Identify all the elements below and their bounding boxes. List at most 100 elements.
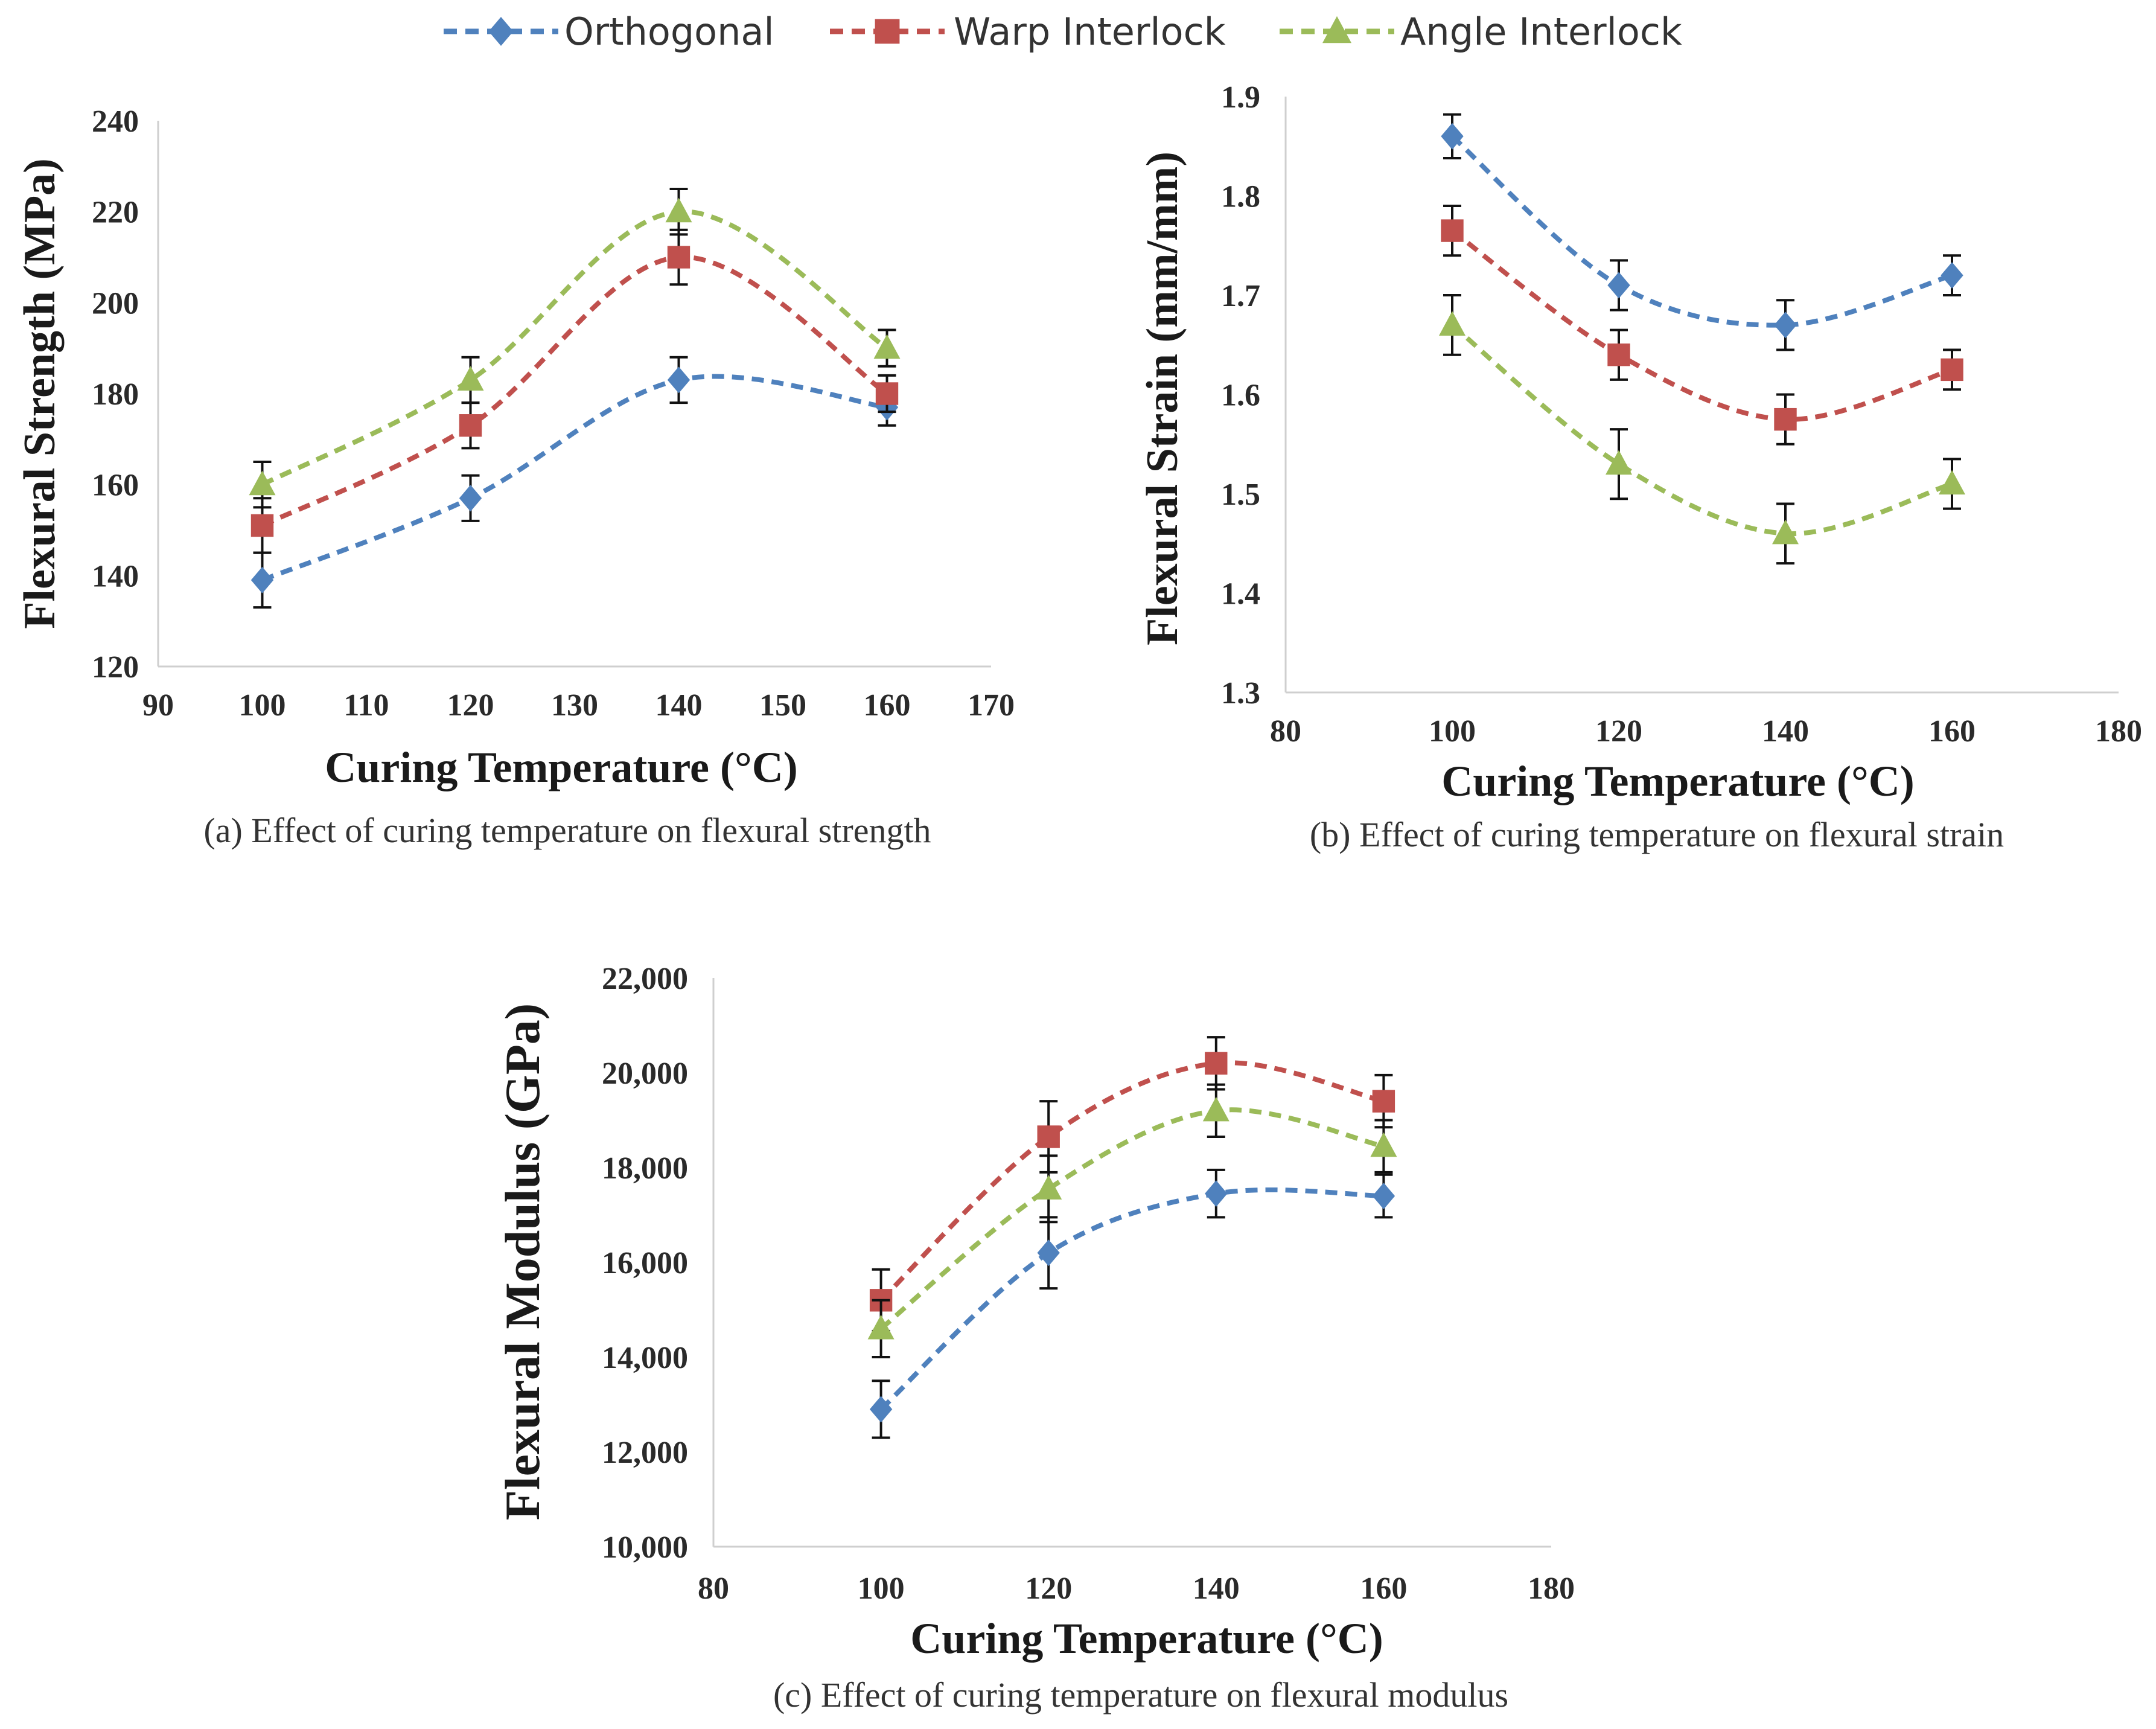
panel-a-x-tick-label: 90 — [142, 688, 174, 723]
panel-c-flexural-modulus: 80 100 120 140 160 180 10,000 12,000 14,000 16,00… — [495, 962, 1575, 1715]
panel-a-y-tick-label: 140 — [92, 559, 139, 593]
panel-a-point-warp-interlock — [250, 514, 274, 537]
panel-c-point-warp-interlock — [1205, 1052, 1228, 1075]
panel-c-y-tick-label: 18,000 — [602, 1151, 688, 1186]
panel-c-x-tick-label: 180 — [1528, 1571, 1575, 1606]
panel-a-point-warp-interlock — [667, 246, 690, 269]
panel-b-x-tick-label: 100 — [1429, 714, 1476, 749]
legend-label-warp-interlock: Warp Interlock — [954, 10, 1226, 54]
panel-b-x-tick-label: 180 — [2095, 714, 2142, 749]
panel-c-point-angle-interlock — [1202, 1096, 1229, 1122]
panel-c-series-angle-interlock — [867, 1083, 1397, 1358]
panel-b-point-angle-interlock — [1939, 470, 1965, 495]
panel-c-y-tick-label: 22,000 — [602, 962, 688, 996]
legend-marker-orthogonal — [488, 17, 514, 46]
panel-c-point-orthogonal — [1372, 1183, 1395, 1210]
legend-item-warp-interlock: Warp Interlock — [830, 10, 1226, 54]
panel-b-y-axis-title: Flexural Strain (mm/mm) — [1138, 152, 1187, 645]
panel-b-point-warp-interlock — [1607, 344, 1630, 366]
panel-a-point-angle-interlock — [249, 470, 276, 496]
panel-a-line-warp-interlock — [261, 254, 888, 528]
panel-c-y-axis-title: Flexural Modulus (GPa) — [495, 1003, 550, 1520]
panel-a-y-tick-label: 120 — [92, 650, 139, 685]
panel-a-point-orthogonal — [250, 566, 274, 593]
panel-a-x-axis-title: Curing Temperature (°C) — [325, 743, 797, 791]
panel-a-point-angle-interlock — [665, 197, 692, 223]
panel-b-series-warp-interlock — [1441, 204, 1963, 446]
panel-a-series-angle-interlock — [249, 188, 901, 509]
panel-b-point-orthogonal — [1441, 123, 1464, 150]
legend: Orthogonal Warp Interlock Angle Interlock — [444, 10, 1682, 54]
legend-marker-angle-interlock — [1322, 16, 1351, 43]
panel-b-point-warp-interlock — [1441, 219, 1464, 242]
panel-b-x-tick-label: 120 — [1595, 714, 1642, 749]
panel-b-line-warp-interlock — [1450, 228, 1953, 422]
legend-label-angle-interlock: Angle Interlock — [1400, 10, 1682, 54]
panel-b-line-orthogonal — [1450, 134, 1953, 328]
legend-marker-warp-interlock — [875, 19, 900, 44]
panel-a-flexural-strength: 90 100 110 120 130 140 150 160 170 120 140 160 180 20… — [15, 104, 1015, 850]
panel-b-point-orthogonal — [1941, 262, 1963, 289]
panel-b-y-tick-label: 1.8 — [1221, 180, 1260, 214]
panel-b-x-axis-title: Curing Temperature (°C) — [1441, 757, 1914, 805]
panel-a-y-tick-label: 220 — [92, 196, 139, 230]
panel-a-x-tick-label: 110 — [343, 688, 389, 723]
panel-a-point-orthogonal — [459, 485, 482, 512]
panel-b-y-tick-label: 1.3 — [1221, 676, 1260, 711]
panel-c-line-angle-interlock — [879, 1107, 1385, 1331]
panel-b-point-angle-interlock — [1439, 311, 1466, 336]
panel-c-x-tick-label: 160 — [1360, 1571, 1407, 1606]
legend-item-angle-interlock: Angle Interlock — [1280, 10, 1682, 54]
panel-b-flexural-strain: 80 100 120 140 160 180 1.3 1.4 1.5 1.6 1.7 1.8 1.9 Cu… — [1138, 80, 2142, 854]
panel-b-x-tick-label: 80 — [1270, 714, 1301, 749]
panel-a-y-tick-label: 200 — [92, 286, 139, 321]
panel-c-x-axis-title: Curing Temperature (°C) — [910, 1614, 1383, 1663]
panel-a-caption: (a) Effect of curing temperature on flex… — [203, 811, 931, 850]
panel-c-caption: (c) Effect of curing temperature on flex… — [773, 1675, 1508, 1715]
panel-c-x-tick-label: 120 — [1025, 1571, 1072, 1606]
panel-a-point-angle-interlock — [873, 334, 901, 359]
panel-b-point-warp-interlock — [1941, 358, 1963, 382]
panel-b-caption: (b) Effect of curing temperature on flex… — [1310, 815, 2004, 854]
panel-a-line-orthogonal — [261, 374, 888, 583]
panel-b-y-tick-label: 1.4 — [1221, 577, 1260, 612]
panel-c-y-tick-label: 16,000 — [602, 1246, 688, 1280]
panel-c-point-orthogonal — [869, 1396, 893, 1423]
panel-c-y-tick-label: 20,000 — [602, 1056, 688, 1091]
panel-a-x-tick-label: 160 — [864, 688, 911, 723]
panel-b-line-angle-interlock — [1450, 323, 1953, 537]
panel-a-line-angle-interlock — [261, 209, 888, 487]
panel-a-x-tick-label: 150 — [759, 688, 806, 723]
panel-a-point-warp-interlock — [875, 382, 899, 405]
panel-b-y-tick-label: 1.6 — [1221, 379, 1260, 413]
panel-b-point-orthogonal — [1607, 272, 1630, 299]
panel-c-point-orthogonal — [1037, 1239, 1060, 1267]
panel-c-line-orthogonal — [879, 1187, 1384, 1411]
panel-c-point-warp-interlock — [1037, 1125, 1060, 1148]
panel-a-y-tick-label: 160 — [92, 468, 139, 503]
panel-a-y-axis-title: Flexural Strength (MPa) — [15, 158, 65, 629]
panel-a-y-tick-label: 180 — [92, 377, 139, 412]
legend-item-orthogonal: Orthogonal — [444, 10, 774, 54]
panel-b-series-orthogonal — [1441, 113, 1963, 351]
panel-b-point-angle-interlock — [1606, 450, 1632, 475]
panel-c-y-tick-label: 14,000 — [602, 1341, 688, 1375]
panel-b-y-tick-label: 1.9 — [1221, 80, 1260, 115]
panel-c-x-tick-label: 80 — [698, 1571, 729, 1606]
panel-a-x-tick-label: 170 — [968, 688, 1015, 723]
panel-b-series-angle-interlock — [1439, 294, 1965, 565]
panel-c-point-angle-interlock — [1370, 1132, 1397, 1157]
panel-b-x-tick-label: 140 — [1762, 714, 1809, 749]
panel-a-point-warp-interlock — [459, 414, 482, 437]
panel-b-point-warp-interlock — [1774, 407, 1797, 431]
panel-c-point-angle-interlock — [867, 1314, 895, 1340]
panel-c-x-tick-label: 100 — [858, 1571, 905, 1606]
panel-b-y-tick-label: 1.5 — [1221, 478, 1260, 512]
panel-c-series-orthogonal — [869, 1168, 1395, 1439]
panel-b-point-angle-interlock — [1772, 519, 1799, 545]
panel-c-point-warp-interlock — [1372, 1090, 1395, 1113]
panel-a-x-tick-label: 120 — [447, 688, 494, 723]
panel-a-x-tick-label: 130 — [551, 688, 598, 723]
panel-c-y-tick-label: 12,000 — [602, 1436, 688, 1470]
